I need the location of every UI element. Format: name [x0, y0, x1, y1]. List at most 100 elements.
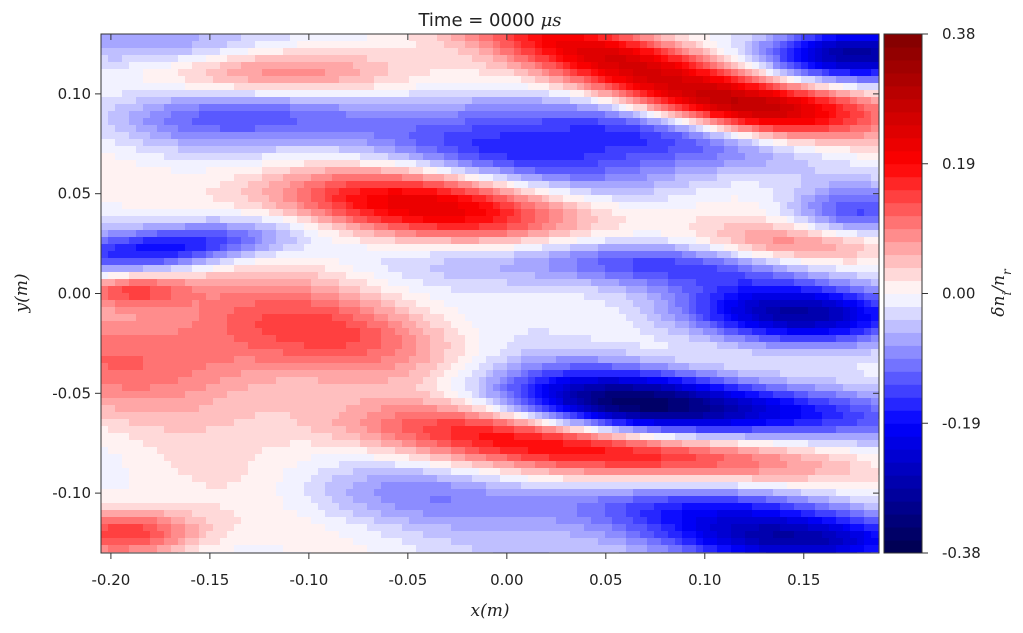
contour-cell	[696, 104, 704, 112]
contour-cell	[787, 41, 795, 49]
contour-cell	[115, 90, 123, 98]
contour-cell	[451, 62, 459, 70]
contour-cell	[612, 90, 620, 98]
contour-cell	[192, 188, 200, 196]
contour-cell	[472, 279, 480, 287]
contour-cell	[647, 76, 655, 84]
contour-cell	[115, 97, 123, 105]
contour-cell	[759, 83, 767, 91]
contour-cell	[472, 286, 480, 294]
contour-cell	[409, 41, 417, 49]
contour-cell	[619, 69, 627, 77]
contour-cell	[598, 237, 606, 245]
contour-cell	[766, 181, 774, 189]
contour-cell	[423, 174, 431, 182]
contour-cell	[808, 251, 816, 259]
contour-cell	[451, 139, 459, 147]
contour-cell	[437, 195, 445, 203]
contour-cell	[787, 202, 795, 210]
contour-cell	[605, 97, 613, 105]
contour-cell	[374, 272, 382, 280]
contour-cell	[843, 272, 851, 280]
contour-cell	[808, 146, 816, 154]
contour-cell	[486, 160, 494, 168]
contour-cell	[458, 258, 466, 266]
contour-cell	[598, 146, 606, 154]
contour-cell	[759, 230, 767, 238]
contour-cell	[619, 251, 627, 259]
contour-cell	[479, 97, 487, 105]
contour-cell	[535, 153, 543, 161]
contour-cell	[626, 279, 634, 287]
contour-cell	[395, 132, 403, 140]
contour-cell	[486, 279, 494, 287]
contour-cell	[297, 230, 305, 238]
contour-cell	[822, 118, 830, 126]
contour-cell	[297, 139, 305, 147]
contour-cell	[409, 272, 417, 280]
contour-cell	[353, 342, 361, 350]
contour-cell	[605, 293, 613, 301]
contour-cell	[752, 195, 760, 203]
contour-cell	[381, 132, 389, 140]
contour-cell	[479, 167, 487, 175]
contour-cell	[115, 342, 123, 350]
contour-cell	[402, 230, 410, 238]
contour-cell	[822, 132, 830, 140]
contour-cell	[717, 293, 725, 301]
contour-cell	[787, 62, 795, 70]
contour-cell	[493, 181, 501, 189]
contour-cell	[584, 223, 592, 231]
contour-cell	[150, 244, 158, 252]
contour-cell	[493, 244, 501, 252]
contour-cell	[304, 55, 312, 63]
contour-cell	[710, 146, 718, 154]
contour-cell	[192, 286, 200, 294]
contour-cell	[248, 69, 256, 77]
contour-cell	[248, 48, 256, 56]
contour-cell	[815, 83, 823, 91]
contour-cell	[514, 125, 522, 133]
contour-cell	[493, 41, 501, 49]
contour-cell	[472, 34, 480, 42]
contour-cell	[129, 132, 137, 140]
contour-cell	[710, 174, 718, 182]
contour-cell	[521, 181, 529, 189]
contour-cell	[829, 188, 837, 196]
contour-cell	[528, 160, 536, 168]
contour-cell	[514, 216, 522, 224]
contour-cell	[437, 314, 445, 322]
contour-cell	[367, 279, 375, 287]
contour-cell	[507, 321, 515, 329]
contour-cell	[346, 286, 354, 294]
contour-cell	[577, 167, 585, 175]
contour-cell	[759, 209, 767, 217]
contour-cell	[752, 104, 760, 112]
contour-cell	[395, 251, 403, 259]
contour-cell	[535, 258, 543, 266]
contour-cell	[171, 335, 179, 343]
contour-cell	[437, 328, 445, 336]
contour-cell	[325, 244, 333, 252]
contour-cell	[227, 321, 235, 329]
contour-cell	[402, 195, 410, 203]
contour-cell	[787, 230, 795, 238]
contour-cell	[255, 90, 263, 98]
contour-cell	[535, 97, 543, 105]
contour-cell	[787, 111, 795, 119]
contour-cell	[829, 167, 837, 175]
contour-cell	[661, 34, 669, 42]
contour-cell	[549, 328, 557, 336]
contour-cell	[801, 244, 809, 252]
contour-cell	[626, 181, 634, 189]
contour-cell	[220, 342, 228, 350]
contour-cell	[339, 174, 347, 182]
contour-cell	[423, 230, 431, 238]
contour-cell	[514, 83, 522, 91]
contour-cell	[605, 314, 613, 322]
contour-cell	[430, 41, 438, 49]
contour-cell	[213, 69, 221, 77]
contour-cell	[717, 307, 725, 315]
contour-cell	[108, 160, 116, 168]
contour-cell	[430, 244, 438, 252]
